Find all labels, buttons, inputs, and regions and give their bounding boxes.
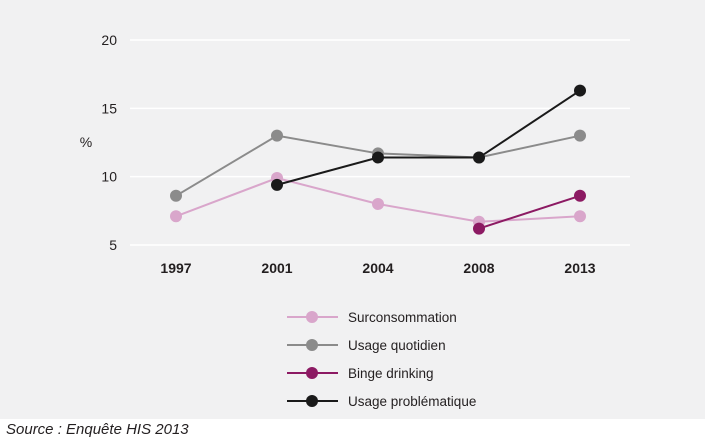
data-point-usage-probl-matique: [271, 178, 283, 191]
legend-marker-surconsommation: [306, 311, 318, 323]
source-note: Source : Enquête HIS 2013: [6, 421, 189, 438]
legend-marker-usage-probl-matique: [306, 395, 318, 407]
series-line-usage-probl-matique: [276, 89, 581, 186]
legend-label-usage-quotidien: Usage quotidien: [348, 338, 446, 353]
x-tick-label: 2013: [564, 260, 595, 276]
series-line-usage-quotidien: [175, 134, 581, 197]
data-point-usage-quotidien: [271, 129, 283, 142]
legend-label-binge-drinking: Binge drinking: [348, 366, 434, 381]
line-chart: 5 10 15 20% 1997 2001 2004 2008 2013 Surconsomma…: [80, 32, 630, 409]
y-tick-label: 5: [109, 237, 117, 253]
data-point-usage-probl-matique: [473, 151, 485, 164]
legend-marker-usage-quotidien: [306, 339, 318, 351]
legend-label-usage-probl-matique: Usage problématique: [348, 394, 476, 409]
chart-panel: 5 10 15 20% 1997 2001 2004 2008 2013 Surconsomma…: [0, 0, 705, 419]
y-axis-label: %: [80, 134, 92, 150]
x-tick-label: 2004: [362, 260, 393, 276]
data-point-usage-quotidien: [170, 189, 182, 202]
data-point-surconsommation: [574, 210, 586, 223]
data-point-usage-probl-matique: [574, 84, 586, 97]
legend-marker-binge-drinking: [306, 367, 318, 379]
x-tick-label: 2008: [463, 260, 494, 276]
y-tick-label: 20: [101, 32, 117, 48]
data-point-usage-probl-matique: [372, 151, 384, 164]
data-point-surconsommation: [170, 210, 182, 223]
y-tick-label: 10: [101, 169, 117, 185]
data-point-usage-quotidien: [574, 129, 586, 142]
data-point-binge-drinking: [473, 222, 485, 235]
y-tick-label: 15: [101, 100, 117, 116]
data-point-surconsommation: [372, 198, 384, 210]
series-line-binge-drinking: [478, 194, 581, 230]
x-tick-label: 1997: [160, 260, 191, 276]
legend-label-surconsommation: Surconsommation: [348, 310, 457, 325]
data-point-binge-drinking: [574, 189, 586, 202]
x-tick-label: 2001: [261, 260, 292, 276]
